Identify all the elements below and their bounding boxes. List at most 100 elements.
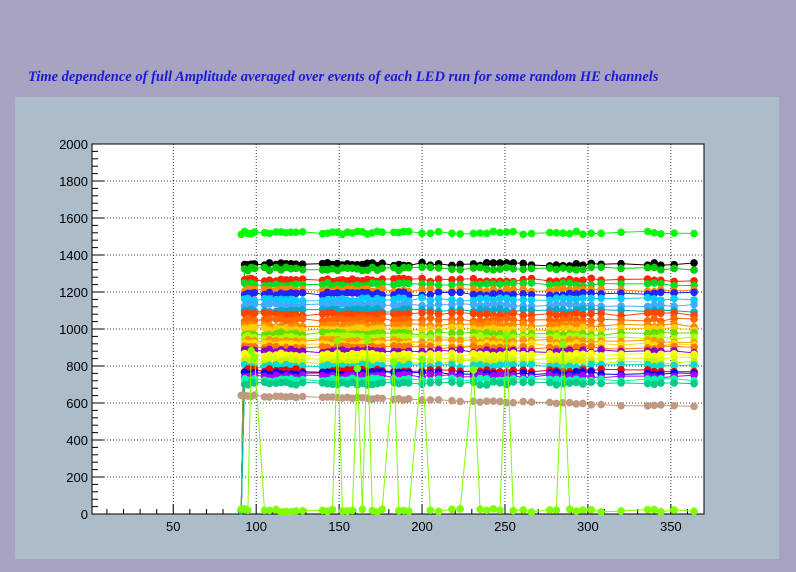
data-point (643, 402, 652, 410)
data-point (617, 264, 625, 273)
data-point (572, 349, 581, 358)
data-point (418, 332, 426, 341)
data-point (448, 329, 456, 337)
data-point (657, 401, 665, 409)
data-point (489, 371, 498, 380)
data-point (448, 309, 456, 317)
data-point (476, 381, 484, 389)
data-point (418, 309, 426, 317)
data-point (617, 379, 625, 387)
data-point (527, 316, 536, 324)
data-point (298, 227, 307, 236)
data-point (489, 397, 498, 405)
data-point (670, 229, 678, 237)
data-point (469, 378, 478, 387)
data-point (502, 314, 511, 322)
data-point (657, 379, 665, 387)
data-point (456, 288, 464, 297)
data-point (292, 264, 300, 273)
data-point (657, 296, 665, 304)
data-point (476, 505, 484, 513)
data-point (469, 300, 478, 309)
data-point (509, 378, 518, 386)
data-point (476, 310, 484, 319)
data-point (690, 315, 698, 323)
data-point (404, 507, 413, 516)
data-point (657, 288, 665, 297)
data-point (448, 323, 456, 332)
data-point (552, 506, 561, 514)
x-tick-label: 250 (494, 519, 516, 534)
data-point (643, 280, 652, 288)
data-point (579, 289, 587, 297)
data-point (358, 505, 367, 513)
data-point (572, 290, 581, 298)
data-point (579, 323, 587, 332)
data-point (587, 289, 596, 297)
data-point (519, 336, 528, 344)
data-point (597, 309, 605, 318)
series (237, 227, 698, 239)
data-point (482, 229, 491, 238)
data-point (643, 294, 652, 302)
data-point (496, 259, 504, 267)
data-point (292, 393, 300, 402)
data-point (426, 396, 435, 404)
data-point (690, 300, 698, 309)
data-point (670, 323, 678, 332)
data-point (597, 229, 605, 238)
data-point (565, 230, 574, 238)
data-point (545, 315, 554, 324)
data-point (265, 314, 274, 323)
data-point (426, 285, 435, 293)
data-point (448, 229, 456, 238)
data-point (579, 358, 587, 366)
data-point (650, 314, 659, 323)
data-point (552, 285, 561, 294)
chart-svg: 50 100 150 200 250 300 350 0 200 400 600 800 1000 120… (59, 137, 705, 534)
data-point (527, 350, 536, 359)
data-point (489, 265, 498, 274)
data-point (509, 264, 518, 273)
data-point (572, 320, 581, 329)
data-point (418, 263, 426, 272)
data-point (670, 353, 678, 362)
data-point (552, 332, 561, 340)
data-point (565, 300, 574, 309)
data-point (572, 266, 581, 274)
data-point (418, 274, 426, 283)
data-point (617, 280, 625, 288)
data-point (579, 506, 587, 514)
data-point (496, 305, 504, 313)
data-point (448, 378, 456, 386)
data-point (643, 309, 652, 317)
data-point (482, 328, 491, 337)
data-point (519, 506, 528, 514)
data-point (650, 401, 659, 410)
data-point (434, 264, 443, 272)
data-point (519, 320, 528, 328)
data-point (489, 362, 498, 371)
data-point (489, 505, 498, 513)
data-point (572, 378, 581, 387)
data-point (456, 308, 464, 317)
data-point (363, 335, 372, 344)
data-point (690, 402, 698, 411)
data-point (489, 259, 498, 267)
data-point (265, 379, 274, 388)
data-point (579, 311, 587, 319)
series (237, 378, 698, 515)
data-point (643, 329, 652, 338)
data-point (328, 505, 337, 514)
data-point (597, 400, 605, 409)
data-point (448, 281, 456, 289)
data-point (650, 309, 659, 317)
data-point (502, 280, 511, 288)
data-point (298, 362, 307, 370)
data-point (292, 280, 300, 288)
data-point (265, 276, 274, 284)
data-point (482, 319, 491, 328)
data-point (527, 279, 536, 287)
data-point (519, 259, 528, 268)
data-point (456, 379, 464, 388)
